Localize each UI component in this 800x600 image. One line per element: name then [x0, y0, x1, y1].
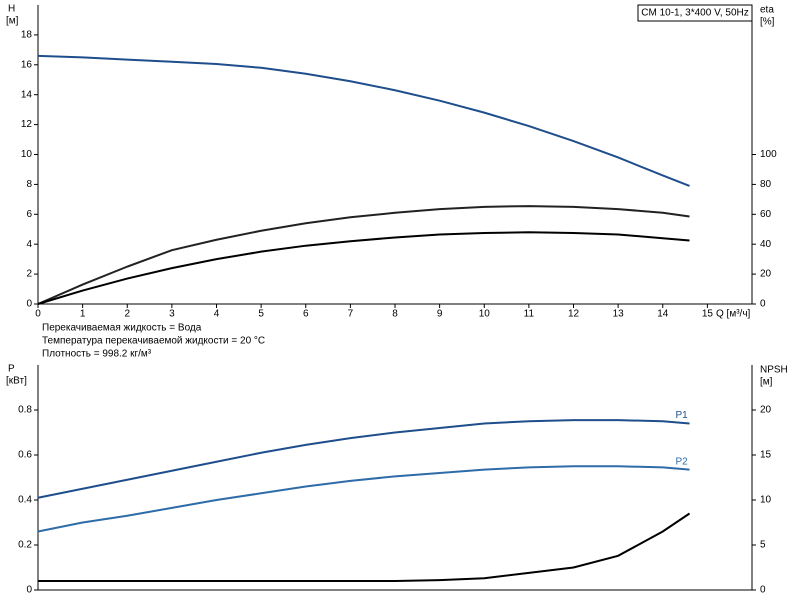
y2-tick-label: 10: [760, 495, 772, 506]
y-tick-label: 0.8: [18, 405, 32, 416]
series-label: P1: [676, 410, 689, 421]
x-tick-label: 15: [702, 309, 714, 320]
y-axis-title: P: [8, 364, 15, 375]
y2-tick-label: 0: [760, 299, 766, 310]
x-tick-label: 12: [568, 309, 580, 320]
info-box: [637, 4, 753, 22]
y2-tick-label: 60: [760, 209, 772, 220]
x-tick-label: 9: [437, 309, 443, 320]
note: Плотность = 998.2 кг/м³: [42, 349, 152, 360]
y2-tick-label: 0: [760, 585, 766, 596]
x-tick-label: 3: [169, 309, 175, 320]
x-tick-label: 13: [613, 309, 625, 320]
y-tick-label: 0: [26, 299, 32, 310]
note: Перекачиваемая жидкость = Вода: [42, 323, 202, 334]
series-line: [37, 465, 690, 533]
y2-tick-label: 20: [760, 405, 772, 416]
series-line: [37, 231, 690, 305]
x-tick-label: 7: [348, 309, 354, 320]
y2-tick-label: 80: [760, 179, 772, 190]
x-tick-label: 1: [80, 309, 86, 320]
y2-axis-title: eta: [760, 5, 774, 16]
y-tick-label: 0: [26, 585, 32, 596]
y-tick-label: 12: [21, 119, 33, 130]
series-line: [37, 419, 690, 499]
x-tick-label: 10: [479, 309, 491, 320]
y-tick-label: 16: [21, 59, 33, 70]
x-tick-label: 5: [258, 309, 264, 320]
x-tick-label: 6: [303, 309, 309, 320]
y2-tick-label: 100: [760, 149, 777, 160]
y2-tick-label: 40: [760, 239, 772, 250]
x-tick-label: 8: [392, 309, 398, 320]
y-tick-label: 2: [26, 269, 32, 280]
y2-tick-label: 15: [760, 450, 772, 461]
x-tick-label: 0: [35, 309, 41, 320]
y-tick-label: 4: [26, 239, 32, 250]
y-tick-label: 8: [26, 179, 32, 190]
series-label: P2: [676, 456, 689, 467]
x-tick-label: 14: [657, 309, 669, 320]
y2-tick-label: 20: [760, 269, 772, 280]
y-tick-label: 10: [21, 149, 33, 160]
x-tick-label: 11: [524, 309, 535, 320]
series-line: [38, 512, 691, 582]
y-axis-unit: [кВт]: [6, 376, 27, 387]
y-axis-unit: [м]: [6, 16, 19, 27]
y2-tick-label: 5: [760, 540, 766, 551]
y-tick-label: 0.4: [18, 495, 32, 506]
y-tick-label: 18: [21, 30, 33, 41]
x-tick-label: 2: [124, 309, 130, 320]
y-tick-label: 0.6: [18, 450, 32, 461]
y2-axis-unit: [%]: [760, 17, 775, 28]
y2-axis-unit: [м]: [760, 377, 773, 388]
x-axis-title: Q [м³/ч]: [716, 309, 751, 320]
y-tick-label: 0.2: [18, 540, 32, 551]
y-tick-label: 14: [21, 89, 33, 100]
x-tick-label: 4: [214, 309, 220, 320]
y2-axis-title: NPSH: [760, 365, 788, 376]
series-line: [37, 54, 690, 187]
series-line: [37, 205, 690, 305]
y-axis-title: H: [8, 4, 15, 15]
chart-title: CM 10-1, 3*400 V, 50Hz: [641, 8, 748, 19]
y-tick-label: 6: [26, 209, 32, 220]
note: Температура перекачиваемой жидкости = 20…: [42, 336, 265, 347]
